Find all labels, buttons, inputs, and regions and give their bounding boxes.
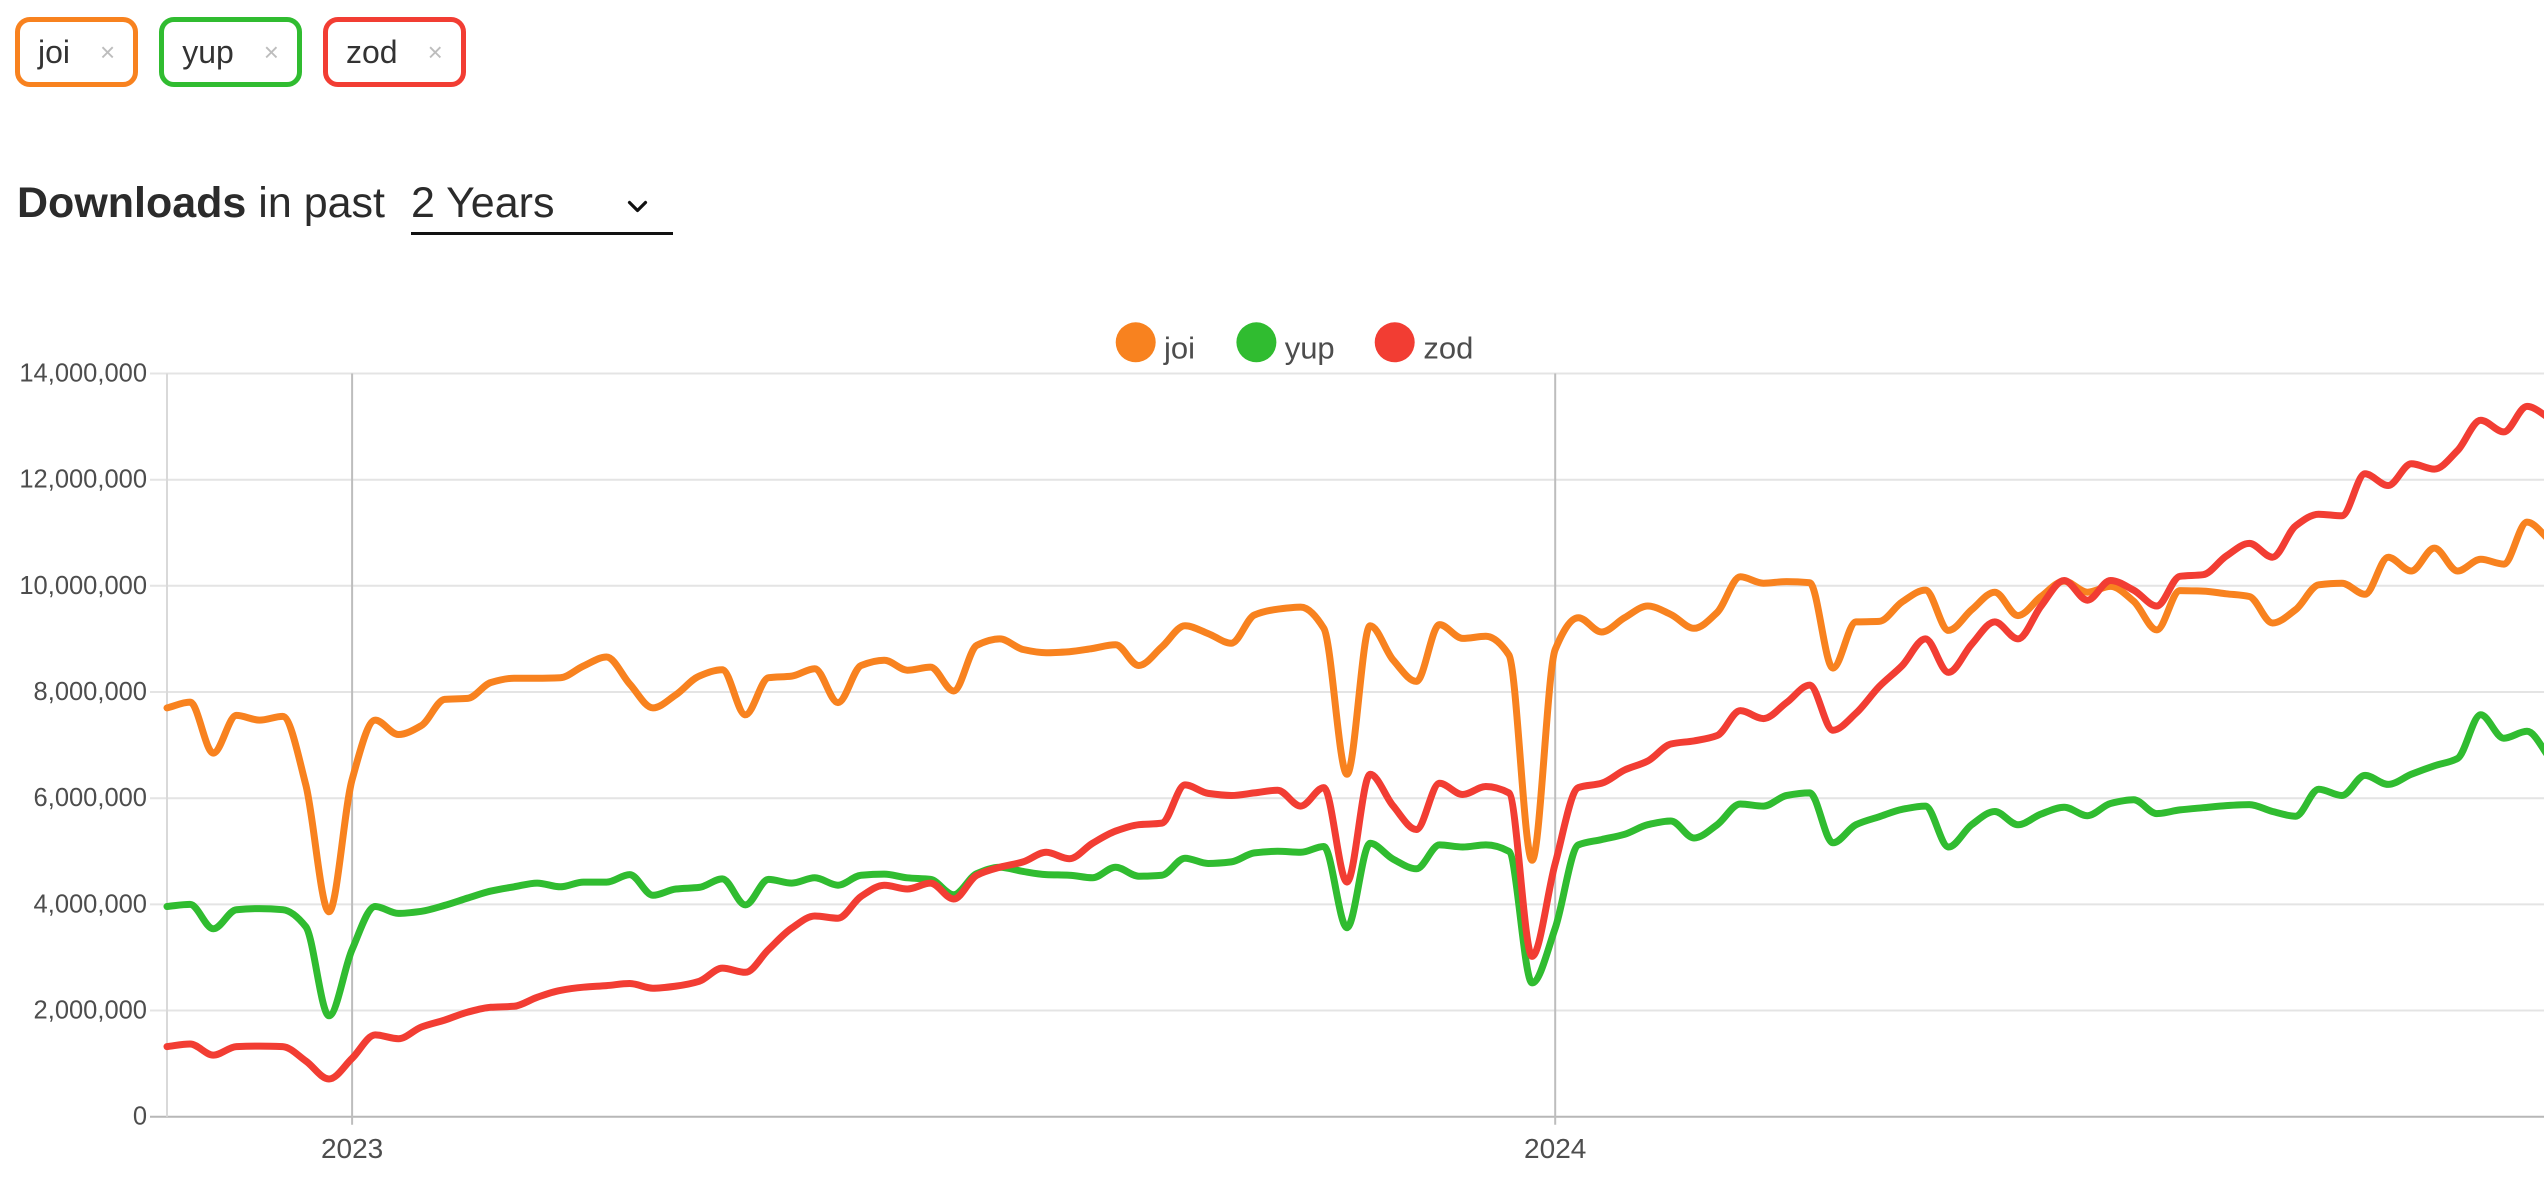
svg-text:2,000,000: 2,000,000: [34, 997, 147, 1025]
svg-text:2023: 2023: [321, 1133, 383, 1164]
svg-text:12,000,000: 12,000,000: [19, 466, 147, 494]
svg-text:joi: joi: [1163, 331, 1195, 366]
svg-text:4,000,000: 4,000,000: [34, 890, 147, 918]
svg-text:yup: yup: [1285, 331, 1335, 366]
svg-text:2024: 2024: [1524, 1133, 1586, 1164]
svg-text:0: 0: [133, 1103, 147, 1131]
svg-text:8,000,000: 8,000,000: [34, 678, 147, 706]
svg-text:14,000,000: 14,000,000: [19, 360, 147, 388]
svg-text:6,000,000: 6,000,000: [34, 784, 147, 812]
svg-text:10,000,000: 10,000,000: [19, 572, 147, 600]
svg-text:zod: zod: [1423, 331, 1473, 366]
